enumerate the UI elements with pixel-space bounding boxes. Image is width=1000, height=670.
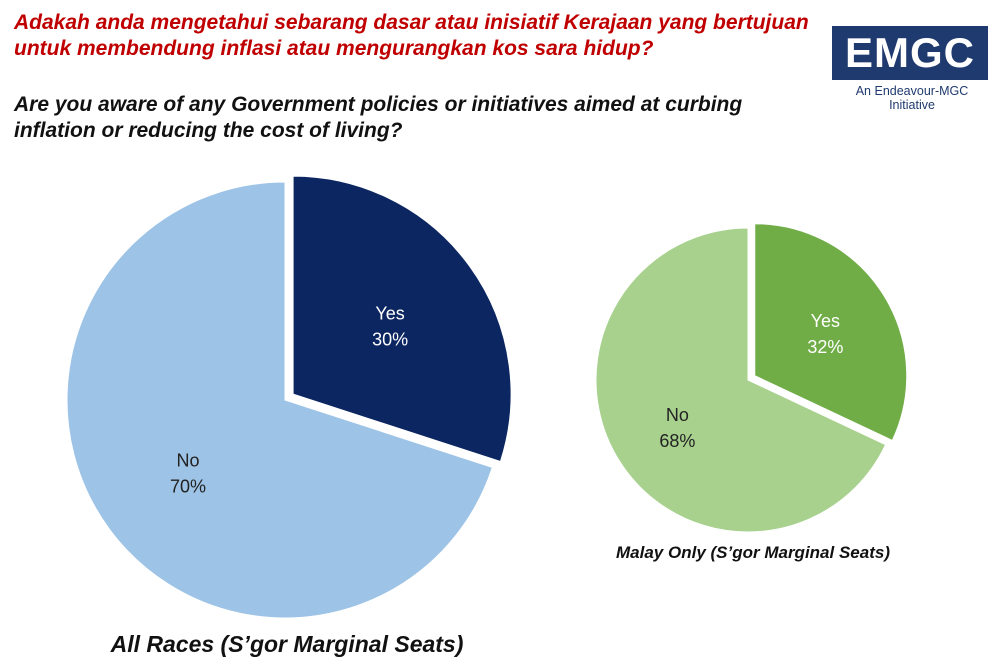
logo-tagline: An Endeavour-MGC Initiative — [855, 84, 969, 112]
slice-label-no-malay-only: No — [666, 405, 689, 425]
slice-label-yes-all-races: Yes — [375, 304, 404, 324]
pie-chart-all-races: Yes 30% No 70% All Races (S’gor Marginal Sea… — [66, 175, 512, 657]
slice-label-no-all-races: No — [176, 450, 199, 470]
chart-caption-all-races: All Races (S’gor Marginal Seats) — [110, 631, 464, 657]
survey-question-english: Are you aware of any Government policies… — [14, 93, 743, 142]
pie-slice-no-malay-only — [595, 227, 887, 533]
pie-slice-yes-malay-only — [754, 223, 908, 442]
emgc-logo: EMGC An Endeavour-MGC Initiative — [832, 26, 992, 112]
pie-chart-malay-only: Yes 32% No 68% Malay Only (S’gor Marginal Se… — [595, 223, 908, 562]
survey-question-malay: Adakah anda mengetahui sebarang dasar at… — [14, 11, 809, 60]
pie-slice-yes-all-races — [292, 175, 512, 463]
pie-slice-no-all-races — [66, 181, 493, 619]
slice-value-no-malay-only: 68% — [659, 431, 695, 451]
logo-wordmark: EMGC — [832, 26, 988, 80]
slice-value-no-all-races: 70% — [170, 476, 206, 496]
slice-label-yes-malay-only: Yes — [811, 311, 840, 331]
chart-caption-malay-only: Malay Only (S’gor Marginal Seats) — [616, 543, 890, 562]
slice-value-yes-malay-only: 32% — [807, 337, 843, 357]
slice-value-yes-all-races: 30% — [372, 330, 408, 350]
